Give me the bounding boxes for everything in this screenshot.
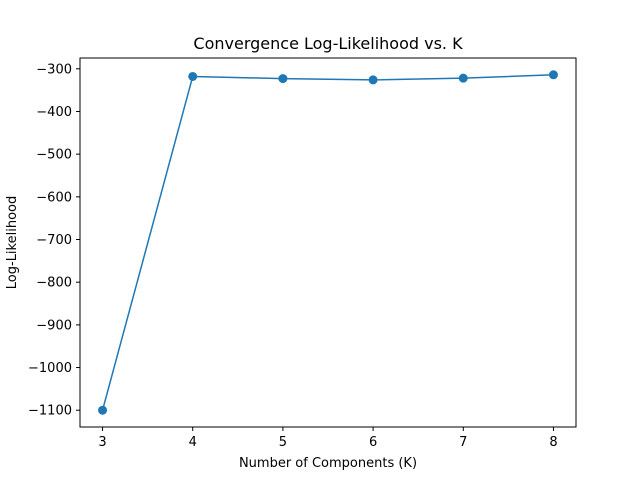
- y-tick-label: −400: [36, 105, 72, 120]
- x-tick-label: 7: [459, 435, 467, 450]
- series-0-point-2: [278, 74, 288, 84]
- y-tick-label: −600: [36, 190, 72, 205]
- x-tick-label: 3: [98, 435, 106, 450]
- y-axis-label: Log-Likelihood: [5, 196, 20, 289]
- series-layer: [98, 70, 558, 415]
- series-0-line: [101, 74, 555, 411]
- y-tick-label: −1100: [28, 404, 72, 419]
- x-axis-label: Number of Components (K): [239, 456, 417, 471]
- series-0-point-3: [368, 75, 378, 85]
- plot-area: 3 4 5 6 7 8 −1100 −1000 −900 −800 −700 −600 −500 −40…: [28, 57, 577, 450]
- y-tick-label: −1000: [28, 361, 72, 376]
- y-tick-label: −700: [36, 233, 72, 248]
- y-tick-label: −300: [36, 62, 72, 77]
- x-tick-label: 8: [549, 435, 557, 450]
- y-tick-label: −900: [36, 318, 72, 333]
- y-axis-ticks: −1100 −1000 −900 −800 −700 −600 −500 −400 −300: [28, 62, 80, 419]
- x-tick-label: 5: [279, 435, 287, 450]
- x-axis-ticks: 3 4 5 6 7 8: [98, 427, 558, 450]
- series-0-point-0: [98, 405, 108, 415]
- series-0-point-1: [188, 71, 198, 81]
- series-0-point-5: [548, 70, 558, 80]
- x-tick-label: 4: [189, 435, 197, 450]
- y-tick-label: −500: [36, 148, 72, 163]
- x-tick-label: 6: [369, 435, 377, 450]
- chart-title: Convergence Log-Likelihood vs. K: [193, 34, 463, 53]
- series-0-point-4: [458, 73, 468, 83]
- y-tick-label: −800: [36, 276, 72, 291]
- plot-frame: [79, 57, 577, 428]
